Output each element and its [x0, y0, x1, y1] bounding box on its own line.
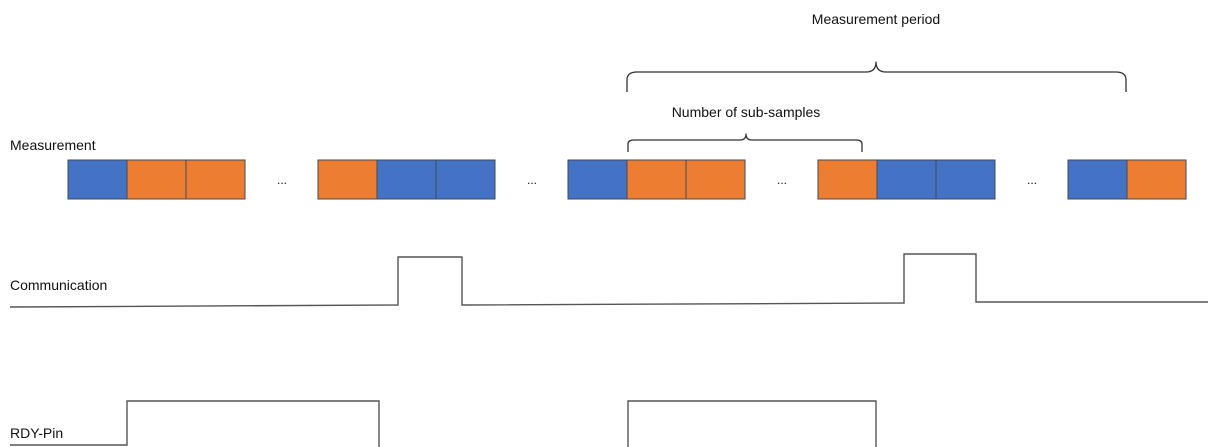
sample-cell-orange	[817, 159, 878, 200]
sub-samples-label: Number of sub-samples	[672, 104, 821, 120]
sample-cell-blue	[876, 159, 937, 200]
rdy-pin-row-label: RDY-Pin	[10, 425, 63, 441]
sample-cell-orange	[185, 159, 246, 200]
ellipsis-3: ...	[777, 173, 787, 187]
sample-cell-orange	[126, 159, 187, 200]
measurement-samples	[67, 159, 1187, 200]
measurement-period-label: Measurement period	[812, 11, 940, 27]
communication-waveform	[9, 253, 1208, 308]
sample-cell-blue	[935, 159, 996, 200]
sample-cell-orange	[317, 159, 378, 200]
ellipsis-4: ...	[1027, 173, 1037, 187]
sample-cell-orange	[685, 159, 746, 200]
communication-row-label: Communication	[10, 277, 107, 293]
measurement-row-label: Measurement	[10, 137, 96, 153]
sample-cell-orange	[1126, 159, 1187, 200]
sample-cell-blue	[67, 159, 128, 200]
rdy-pin-waveform	[10, 400, 380, 447]
ellipsis-1: ...	[277, 173, 287, 187]
ellipsis-2: ...	[527, 173, 537, 187]
rdy-pin-pulse	[627, 400, 877, 447]
sample-cell-blue	[1067, 159, 1128, 200]
measurement-period-brace	[626, 61, 1127, 92]
sample-cell-blue	[435, 159, 496, 200]
sample-cell-blue	[376, 159, 437, 200]
sub-samples-brace	[627, 133, 863, 152]
sample-cell-blue	[567, 159, 628, 200]
sample-cell-orange	[626, 159, 687, 200]
